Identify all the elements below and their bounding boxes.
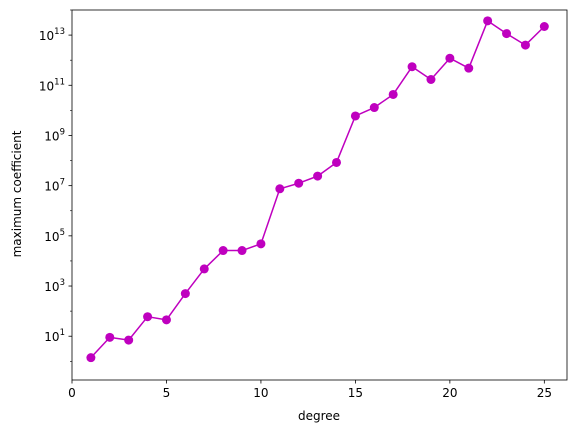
y-tick-label: 1013	[39, 27, 65, 43]
data-point	[502, 29, 512, 39]
data-point	[86, 353, 96, 363]
data-point	[445, 53, 455, 63]
y-tick-label: 1011	[39, 77, 65, 93]
data-point	[539, 22, 549, 32]
data-point	[256, 239, 266, 249]
data-point	[275, 184, 285, 194]
data-point	[105, 332, 115, 342]
y-tick-label: 103	[44, 278, 65, 294]
y-tick-label-exponent: 3	[60, 278, 65, 288]
x-tick-label: 20	[442, 386, 457, 400]
data-point	[237, 246, 247, 256]
x-tick-label: 5	[163, 386, 171, 400]
y-tick-label-base: 10	[44, 230, 59, 244]
y-tick-label: 105	[44, 228, 65, 244]
data-point	[369, 103, 379, 113]
y-tick-label-base: 10	[39, 29, 54, 43]
data-point	[464, 63, 474, 73]
x-axis-label: degree	[298, 409, 340, 423]
data-point	[180, 289, 190, 299]
y-tick-label-exponent: 9	[60, 127, 65, 137]
y-tick-label-exponent: 11	[54, 77, 65, 87]
data-point	[199, 264, 209, 274]
y-tick-label-base: 10	[44, 330, 59, 344]
data-point	[161, 315, 171, 325]
data-point	[313, 171, 323, 181]
y-tick-label: 101	[44, 328, 65, 344]
data-point	[407, 62, 417, 72]
y-tick-label-base: 10	[44, 280, 59, 294]
y-tick-label-exponent: 7	[60, 178, 65, 188]
plot-marks	[86, 16, 549, 363]
data-point	[388, 89, 398, 99]
y-tick-label: 107	[44, 178, 65, 194]
x-tick-label: 15	[348, 386, 363, 400]
x-tick-label: 0	[68, 386, 76, 400]
data-point	[124, 335, 134, 345]
y-axis-label: maximum coefficient	[10, 130, 24, 257]
x-tick-label: 25	[537, 386, 552, 400]
data-point	[332, 157, 342, 167]
data-point	[218, 246, 228, 256]
y-tick-label-base: 10	[44, 180, 59, 194]
data-point	[426, 74, 436, 84]
data-point	[520, 40, 530, 50]
data-point	[483, 16, 493, 26]
x-tick-label: 10	[253, 386, 268, 400]
y-tick-label-base: 10	[44, 129, 59, 143]
plot-frame	[71, 9, 568, 381]
y-tick-label-base: 10	[39, 79, 54, 93]
data-point	[294, 178, 304, 188]
y-tick-label-exponent: 13	[54, 27, 65, 37]
y-tick-label-exponent: 5	[60, 228, 65, 238]
data-point	[350, 111, 360, 121]
y-tick-label-exponent: 1	[60, 328, 65, 338]
data-point	[143, 312, 153, 322]
y-tick-label: 109	[44, 127, 65, 143]
